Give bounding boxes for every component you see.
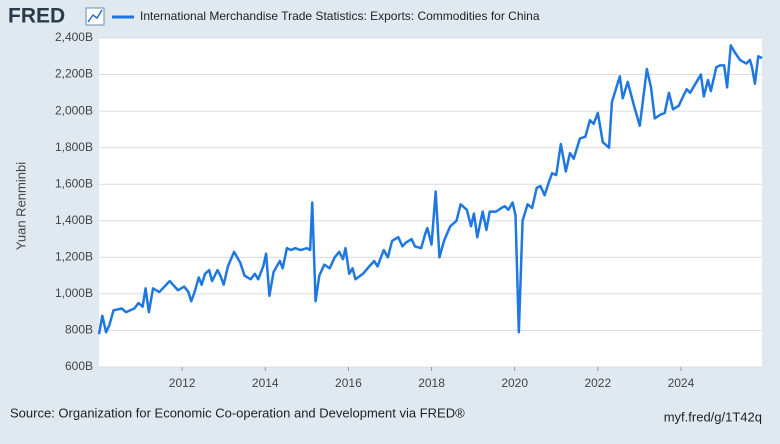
y-tick-label: 1,800B <box>55 140 93 154</box>
x-tick-label: 2022 <box>584 376 611 390</box>
plot-area <box>99 38 762 367</box>
y-tick-label: 2,400B <box>55 30 93 44</box>
y-axis-label: Yuan Renminbi <box>13 162 28 250</box>
y-tick-label: 600B <box>65 359 93 373</box>
y-tick-label: 2,000B <box>55 103 93 117</box>
x-tick-label: 2020 <box>501 376 528 390</box>
y-tick-label: 800B <box>65 323 93 337</box>
logo: FRED <box>8 5 65 28</box>
x-tick-label: 2016 <box>335 376 362 390</box>
legend-label: International Merchandise Trade Statisti… <box>140 9 540 23</box>
logo-icon-line <box>87 9 103 23</box>
y-tick-label: 1,600B <box>55 176 93 190</box>
short-url: myf.fred/g/1T42q <box>664 409 762 424</box>
x-tick-label: 2018 <box>418 376 445 390</box>
y-tick-label: 1,000B <box>55 286 93 300</box>
x-tick-label: 2014 <box>252 376 279 390</box>
y-tick-label: 1,400B <box>55 213 93 227</box>
series-line <box>97 44 763 335</box>
x-tick-label: 2012 <box>169 376 196 390</box>
source: Source: Organization for Economic Co-ope… <box>10 405 465 420</box>
y-tick-label: 1,200B <box>55 250 93 264</box>
x-tick-label: 2024 <box>668 376 695 390</box>
y-tick-label: 2,200B <box>55 67 93 81</box>
